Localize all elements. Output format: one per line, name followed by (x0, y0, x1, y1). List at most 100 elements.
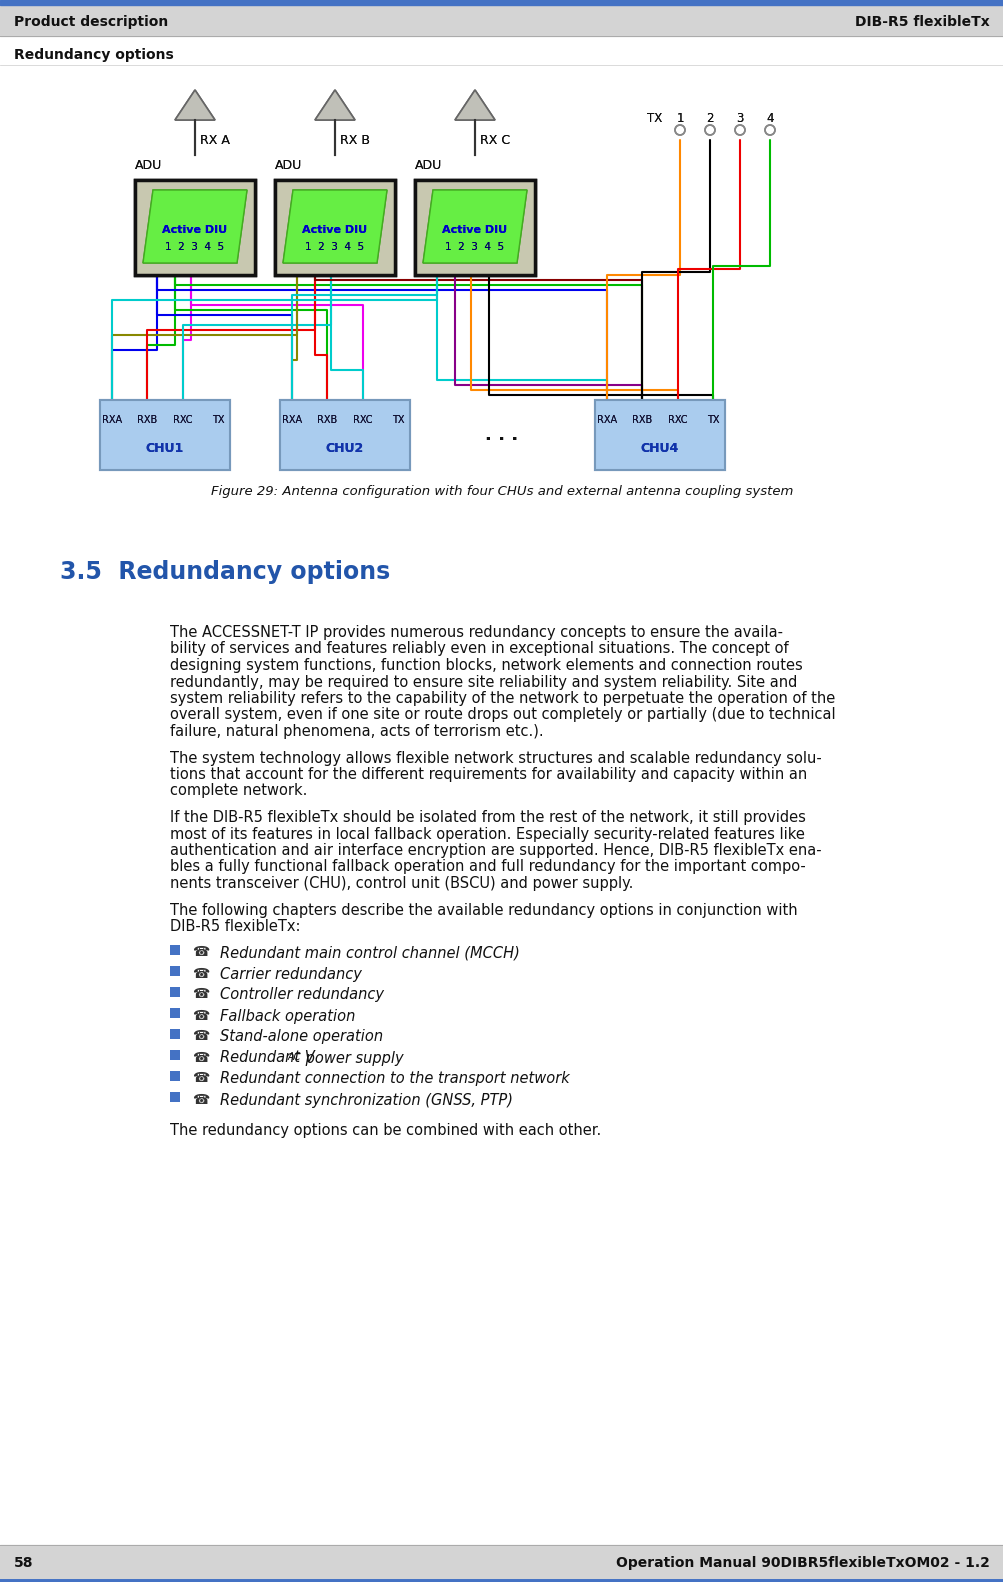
Text: CHU4: CHU4 (640, 441, 678, 454)
Polygon shape (283, 190, 386, 263)
Text: RX A: RX A (200, 133, 230, 147)
Text: RXC: RXC (173, 414, 193, 426)
Text: 2: 2 (705, 111, 713, 125)
Bar (414, 180, 535, 275)
Text: RXC: RXC (353, 414, 372, 426)
Bar (170, 1008, 180, 1017)
Polygon shape (422, 190, 527, 263)
Text: ☎: ☎ (192, 967, 209, 981)
Text: ADU: ADU (275, 160, 302, 172)
Polygon shape (142, 190, 247, 263)
Text: Redundant V: Redundant V (220, 1050, 314, 1066)
Text: bles a fully functional fallback operation and full redundancy for the important: bles a fully functional fallback operati… (170, 859, 805, 875)
Text: 58: 58 (14, 1557, 33, 1569)
Text: RXB: RXB (317, 414, 337, 426)
Text: RXB: RXB (137, 414, 157, 426)
Text: Redundant synchronization (GNSS, PTP): Redundant synchronization (GNSS, PTP) (220, 1093, 513, 1107)
Text: 1  2  3  4  5: 1 2 3 4 5 (445, 242, 505, 252)
Text: RX A: RX A (200, 133, 230, 147)
Bar (595, 400, 724, 470)
Text: ☎: ☎ (192, 1050, 209, 1065)
Text: ADU: ADU (134, 160, 162, 172)
Text: nents transceiver (CHU), control unit (BSCU) and power supply.: nents transceiver (CHU), control unit (B… (170, 876, 633, 891)
Text: RXA: RXA (282, 414, 302, 426)
Text: The system technology allows flexible network structures and scalable redundancy: The system technology allows flexible ne… (170, 750, 820, 766)
Bar (170, 965, 180, 976)
Text: designing system functions, function blocks, network elements and connection rou: designing system functions, function blo… (170, 658, 802, 672)
Text: redundantly, may be required to ensure site reliability and system reliability. : redundantly, may be required to ensure s… (170, 674, 796, 690)
Text: If the DIB-R5 flexibleTx should be isolated from the rest of the network, it sti: If the DIB-R5 flexibleTx should be isola… (170, 810, 805, 824)
Text: 1: 1 (676, 111, 683, 125)
Text: Active DIU: Active DIU (162, 225, 228, 236)
Text: RXB: RXB (632, 414, 652, 426)
Text: TX: TX (646, 111, 661, 125)
Bar (134, 180, 255, 275)
Text: TX: TX (391, 414, 404, 426)
Bar (280, 400, 409, 470)
Polygon shape (283, 190, 386, 263)
Polygon shape (454, 90, 494, 120)
Text: system reliability refers to the capability of the network to perpetuate the ope: system reliability refers to the capabil… (170, 691, 834, 706)
Text: Active DIU: Active DIU (442, 225, 508, 236)
Text: ADU: ADU (414, 160, 441, 172)
Bar (0, 1546, 1003, 1582)
Text: most of its features in local fallback operation. Especially security-related fe: most of its features in local fallback o… (170, 826, 804, 842)
Text: RXB: RXB (137, 414, 157, 426)
Bar (170, 1049, 180, 1060)
Text: TX: TX (646, 111, 661, 125)
Text: ☎: ☎ (192, 946, 209, 960)
Text: TX: TX (212, 414, 224, 426)
Text: ☎: ☎ (192, 1093, 209, 1106)
Bar (170, 1028, 180, 1038)
Text: Stand-alone operation: Stand-alone operation (220, 1030, 383, 1044)
Text: Carrier redundancy: Carrier redundancy (220, 967, 361, 981)
Text: Active DIU: Active DIU (302, 225, 367, 236)
Text: Figure 29: Antenna configuration with four CHUs and external antenna coupling sy: Figure 29: Antenna configuration with fo… (211, 486, 792, 498)
Text: 3.5  Redundancy options: 3.5 Redundancy options (60, 560, 390, 584)
Text: ADU: ADU (414, 160, 441, 172)
Text: Active DIU: Active DIU (442, 225, 508, 236)
Polygon shape (454, 90, 494, 120)
Text: RXC: RXC (173, 414, 193, 426)
Polygon shape (142, 190, 247, 263)
Text: The redundancy options can be combined with each other.: The redundancy options can be combined w… (170, 1123, 601, 1139)
Text: ADU: ADU (275, 160, 302, 172)
Text: RXA: RXA (597, 414, 617, 426)
Text: tions that account for the different requirements for availability and capacity : tions that account for the different req… (170, 767, 806, 782)
Text: ☎: ☎ (192, 1008, 209, 1022)
Text: Redundant connection to the transport network: Redundant connection to the transport ne… (220, 1071, 569, 1087)
Text: CHU1: CHU1 (145, 441, 184, 454)
Text: ADU: ADU (134, 160, 162, 172)
Text: Active DIU: Active DIU (162, 225, 228, 236)
Text: . . .: . . . (485, 426, 518, 445)
Text: CHU4: CHU4 (640, 441, 678, 454)
Text: 4: 4 (765, 111, 773, 125)
Text: Redundant main control channel (MCCH): Redundant main control channel (MCCH) (220, 946, 520, 960)
Text: RXC: RXC (353, 414, 372, 426)
Text: The following chapters describe the available redundancy options in conjunction : The following chapters describe the avai… (170, 902, 796, 918)
Text: TX: TX (706, 414, 718, 426)
Text: 3: 3 (735, 111, 743, 125)
Text: ☎: ☎ (192, 987, 209, 1001)
Text: ☎: ☎ (192, 1030, 209, 1044)
Text: RX B: RX B (340, 133, 370, 147)
Bar (170, 987, 180, 997)
Text: 1  2  3  4  5: 1 2 3 4 5 (165, 242, 225, 252)
Text: RX B: RX B (340, 133, 370, 147)
Text: 3: 3 (735, 111, 743, 125)
Bar (414, 180, 535, 275)
Text: 1  2  3  4  5: 1 2 3 4 5 (305, 242, 364, 252)
Bar (170, 1092, 180, 1101)
Bar (134, 180, 255, 275)
Text: RXA: RXA (102, 414, 122, 426)
Text: The ACCESSNET-T IP provides numerous redundancy concepts to ensure the availa-: The ACCESSNET-T IP provides numerous red… (170, 625, 782, 641)
Text: CHU1: CHU1 (145, 441, 184, 454)
Polygon shape (422, 190, 527, 263)
Text: AC: AC (287, 1052, 300, 1063)
Text: RXA: RXA (102, 414, 122, 426)
Text: 2: 2 (705, 111, 713, 125)
Bar (275, 180, 394, 275)
Text: TX: TX (706, 414, 718, 426)
Text: Redundancy options: Redundancy options (14, 47, 174, 62)
Text: Controller redundancy: Controller redundancy (220, 987, 383, 1003)
